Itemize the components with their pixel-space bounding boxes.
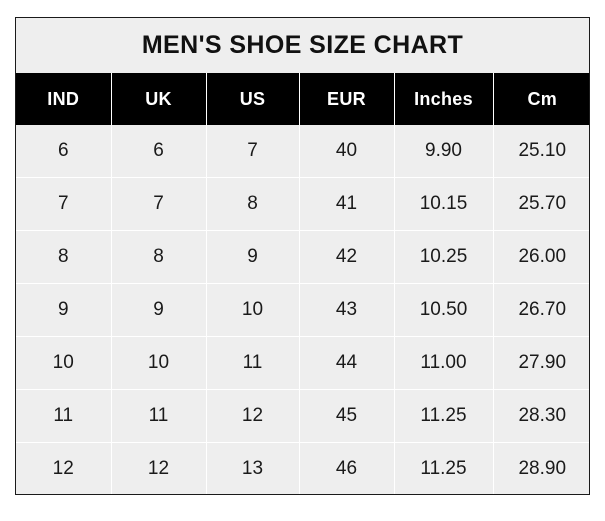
column-header-cm: Cm: [493, 73, 589, 125]
cell-cm: 27.90: [493, 336, 589, 390]
cell-uk: 12: [111, 442, 207, 494]
column-header-inches: Inches: [394, 73, 494, 125]
cell-inches: 9.90: [394, 125, 494, 178]
cell-eur: 44: [299, 336, 395, 390]
cell-inches: 11.00: [394, 336, 494, 390]
cell-ind: 6: [16, 125, 112, 178]
column-header-eur: EUR: [299, 73, 395, 125]
cell-uk: 11: [111, 389, 207, 443]
cell-us: 7: [206, 125, 300, 178]
cell-ind: 9: [16, 283, 112, 337]
cell-uk: 7: [111, 177, 207, 231]
cell-eur: 41: [299, 177, 395, 231]
cell-uk: 6: [111, 125, 207, 178]
cell-uk: 9: [111, 283, 207, 337]
table-row: 12 12 13 46 11.25 28.90: [16, 442, 589, 494]
cell-ind: 7: [16, 177, 112, 231]
cell-ind: 12: [16, 442, 112, 494]
cell-inches: 11.25: [394, 442, 494, 494]
cell-cm: 26.70: [493, 283, 589, 337]
cell-eur: 43: [299, 283, 395, 337]
cell-inches: 10.15: [394, 177, 494, 231]
cell-us: 10: [206, 283, 300, 337]
size-chart-table: IND UK US EUR Inches Cm 6 6 7 40 9.90 25…: [16, 73, 589, 494]
cell-ind: 11: [16, 389, 112, 443]
page-title: MEN'S SHOE SIZE CHART: [16, 18, 589, 73]
cell-ind: 10: [16, 336, 112, 390]
table-row: 7 7 8 41 10.15 25.70: [16, 177, 589, 231]
cell-ind: 8: [16, 230, 112, 284]
column-header-uk: UK: [111, 73, 207, 125]
table-row: 10 10 11 44 11.00 27.90: [16, 336, 589, 390]
cell-uk: 8: [111, 230, 207, 284]
column-header-ind: IND: [16, 73, 112, 125]
cell-cm: 26.00: [493, 230, 589, 284]
column-header-us: US: [206, 73, 300, 125]
cell-us: 8: [206, 177, 300, 231]
cell-cm: 28.90: [493, 442, 589, 494]
table-body: 6 6 7 40 9.90 25.10 7 7 8 41 10.15 25.70…: [16, 125, 589, 494]
table-header-row: IND UK US EUR Inches Cm: [16, 73, 589, 125]
cell-us: 11: [206, 336, 300, 390]
cell-inches: 10.50: [394, 283, 494, 337]
cell-cm: 25.70: [493, 177, 589, 231]
table-row: 11 11 12 45 11.25 28.30: [16, 389, 589, 443]
cell-inches: 11.25: [394, 389, 494, 443]
cell-eur: 42: [299, 230, 395, 284]
cell-us: 13: [206, 442, 300, 494]
cell-us: 9: [206, 230, 300, 284]
cell-eur: 45: [299, 389, 395, 443]
table-row: 9 9 10 43 10.50 26.70: [16, 283, 589, 337]
shoe-size-chart: MEN'S SHOE SIZE CHART IND UK US EUR Inch…: [15, 17, 590, 495]
cell-eur: 46: [299, 442, 395, 494]
table-row: 8 8 9 42 10.25 26.00: [16, 230, 589, 284]
table-header: IND UK US EUR Inches Cm: [16, 73, 589, 125]
cell-us: 12: [206, 389, 300, 443]
cell-uk: 10: [111, 336, 207, 390]
cell-eur: 40: [299, 125, 395, 178]
cell-cm: 25.10: [493, 125, 589, 178]
cell-inches: 10.25: [394, 230, 494, 284]
table-row: 6 6 7 40 9.90 25.10: [16, 125, 589, 178]
cell-cm: 28.30: [493, 389, 589, 443]
